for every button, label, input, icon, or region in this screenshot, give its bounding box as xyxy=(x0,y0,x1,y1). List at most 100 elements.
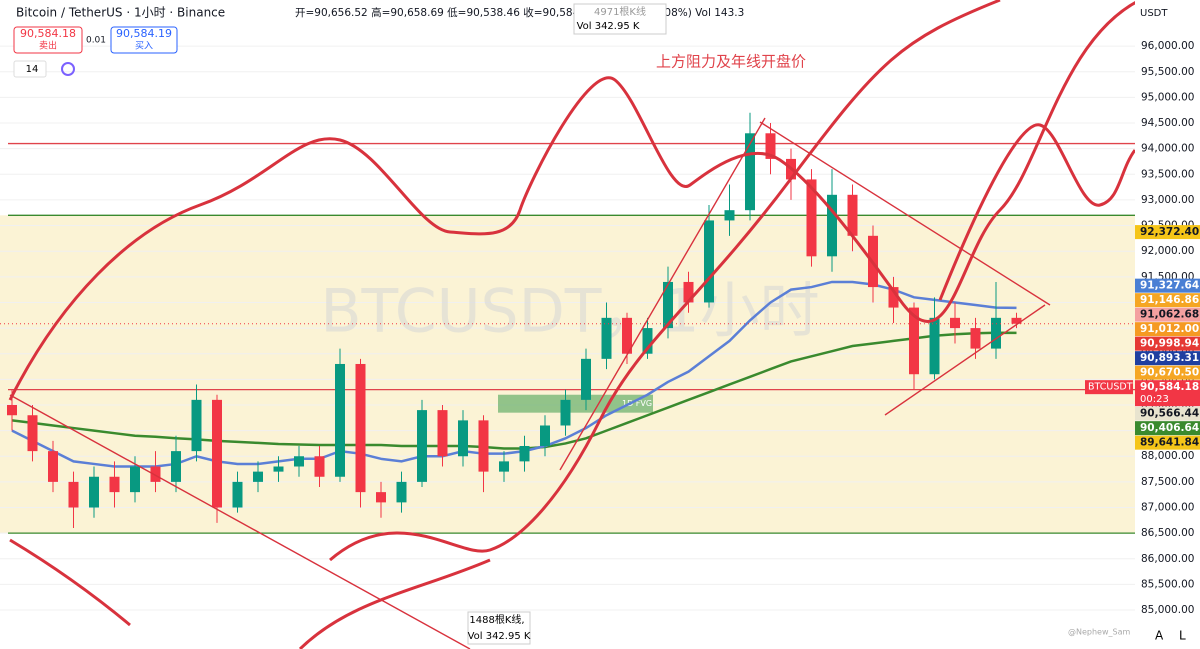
candle-body xyxy=(601,317,612,359)
price-tag-box xyxy=(1135,435,1200,450)
sell-price[interactable]: 90,584.18 xyxy=(20,27,76,40)
y-tick-label: 94,500.00 xyxy=(1141,117,1194,129)
price-tag-label: 90,670.50 xyxy=(1140,367,1199,379)
candle-body xyxy=(396,481,407,503)
refresh-icon[interactable] xyxy=(61,62,75,76)
curve xyxy=(9,0,1001,627)
currency: USDT xyxy=(1140,8,1168,19)
sell-button[interactable] xyxy=(13,26,83,54)
buy-price[interactable]: 90,584.19 xyxy=(116,27,172,40)
price-tag: 90,406.64 xyxy=(1135,421,1200,436)
y-tick-label: 87,500.00 xyxy=(1141,476,1194,488)
price-tag-box xyxy=(1135,307,1200,322)
annotation: 上方阻力及年线开盘价 xyxy=(656,53,806,71)
candle-body xyxy=(724,210,735,221)
candle-body xyxy=(1011,317,1022,324)
tooltip xyxy=(573,3,667,35)
candle-body xyxy=(191,399,202,452)
trend-line xyxy=(884,304,1046,416)
price-tag-countdown: 00:23 xyxy=(1140,394,1169,405)
price-tag: 92,372.40 xyxy=(1135,225,1200,240)
price-tag: 91,062.68 xyxy=(1135,307,1200,322)
candle-body xyxy=(212,399,222,508)
price-tag: 91,012.00 xyxy=(1135,322,1200,337)
indicator-value[interactable]: 14 xyxy=(26,64,39,75)
candle-body xyxy=(847,194,858,236)
price-tag-box xyxy=(1135,365,1200,380)
button-l[interactable]: L xyxy=(1179,629,1186,643)
price-tag: 90,670.50 xyxy=(1135,365,1200,380)
buy-label[interactable]: 买入 xyxy=(135,41,153,52)
candle-body xyxy=(458,420,468,457)
candle-body xyxy=(581,358,591,400)
y-tick-label: 95,500.00 xyxy=(1141,66,1194,78)
candle-body xyxy=(355,363,366,493)
candle-body xyxy=(888,287,899,308)
candle-body xyxy=(171,451,181,482)
sell-label[interactable]: 卖出 xyxy=(39,40,57,52)
price-tag: 91,327.64 xyxy=(1135,278,1200,293)
price-tag: 91,146.86 xyxy=(1135,293,1200,308)
price-tag: 90,998.94 xyxy=(1135,336,1200,351)
drawings xyxy=(8,0,1141,649)
candle-body xyxy=(745,133,755,211)
tooltip-vol: Vol 342.95 K xyxy=(468,631,531,642)
indicator-toggle[interactable] xyxy=(13,60,47,78)
symbol-tag-box xyxy=(1085,380,1133,395)
y-tick-label: 88,000.00 xyxy=(1141,450,1194,462)
price-tag-label: 90,584.18 xyxy=(1140,381,1199,393)
curve xyxy=(298,123,1137,649)
price-tag-label: 91,327.64 xyxy=(1140,280,1199,292)
candle-body xyxy=(150,466,161,482)
price-tag-label: 91,012.00 xyxy=(1140,323,1199,335)
candle-body xyxy=(827,194,837,257)
symbol: Bitcoin / TetherUS · 1小时 · Binance xyxy=(16,6,225,20)
price-tag-box xyxy=(1135,380,1200,407)
buy-button[interactable] xyxy=(110,26,178,54)
y-tick-label: 93,000.00 xyxy=(1141,194,1194,206)
price-tag-label: 90,998.94 xyxy=(1140,338,1199,350)
candle-body xyxy=(7,404,17,416)
candle-body xyxy=(704,220,714,303)
price-tag: 90,566.44 xyxy=(1135,406,1200,421)
button-a[interactable]: A xyxy=(1155,629,1164,643)
candle-body xyxy=(232,481,243,508)
candle-body xyxy=(478,420,489,472)
y-tick-label: 87,000.00 xyxy=(1141,502,1194,514)
price-tag-label: 90,893.31 xyxy=(1140,352,1199,364)
trend-line xyxy=(559,117,766,471)
price-tag-box xyxy=(1135,225,1200,240)
price-tag-label: 90,566.44 xyxy=(1140,408,1199,420)
candle-body xyxy=(130,466,140,493)
fvg-box xyxy=(498,394,653,413)
candle-body xyxy=(683,281,694,303)
candle-body xyxy=(437,410,448,457)
y-tick-label: 96,000.00 xyxy=(1141,40,1194,52)
price-tag-label: 92,372.40 xyxy=(1140,226,1199,238)
price-tag-box xyxy=(1135,278,1200,293)
y-tick-label: 92,000.00 xyxy=(1141,245,1194,257)
y-tick-label: 86,000.00 xyxy=(1141,553,1194,565)
candle-body xyxy=(560,399,571,426)
candle-body xyxy=(991,317,1001,349)
price-tag-box xyxy=(1135,336,1200,351)
tooltip-vol: Vol 342.95 K xyxy=(577,21,640,32)
candle-body xyxy=(376,492,386,503)
candle-body xyxy=(950,317,960,329)
candle-body xyxy=(499,461,509,472)
candle-body xyxy=(273,466,284,472)
candle-body xyxy=(806,179,817,257)
price-tag: 89,641.84 xyxy=(1135,435,1200,450)
price-tag-box xyxy=(1135,322,1200,337)
candle-body xyxy=(294,456,304,467)
candle-body xyxy=(27,415,38,452)
tooltip-count: 1488根K线, xyxy=(469,613,524,626)
y-tick-label: 95,000.00 xyxy=(1141,91,1194,103)
price-tag-label: 89,641.84 xyxy=(1140,437,1199,449)
candle-body xyxy=(622,317,632,354)
range-zone xyxy=(0,215,1135,534)
y-tick-label: 86,500.00 xyxy=(1141,527,1194,539)
candle-body xyxy=(314,456,325,477)
